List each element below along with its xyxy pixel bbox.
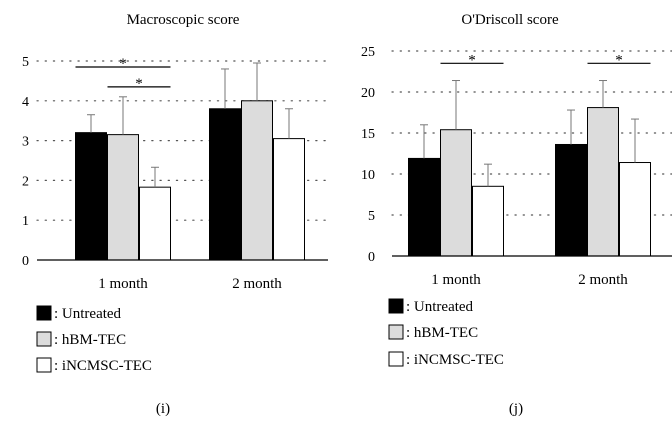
bar [472,185,504,257]
y-tick-label: 0 [368,250,375,265]
x-tick-label: 1 month [431,272,481,288]
legend-marker [388,351,404,367]
legend-marker [388,324,404,340]
bar [139,186,171,261]
chart-title: Macroscopic score [127,12,240,28]
bar [587,107,619,257]
y-tick-label: 25 [361,45,375,60]
chart-title: O'Driscoll score [461,12,559,28]
bar [209,108,241,261]
x-tick-label: 2 month [232,276,282,292]
legend-marker [36,331,52,347]
bar [273,138,305,261]
y-tick-label: 2 [22,174,29,189]
legend-label: : iNCMSC-TEC [406,352,504,368]
y-tick-label: 1 [22,214,29,229]
bar [107,134,139,261]
bar [75,132,107,261]
bar [555,143,587,257]
legend-marker [36,305,52,321]
y-tick-label: 5 [22,55,29,70]
x-tick-label: 1 month [98,276,148,292]
y-tick-label: 15 [361,127,375,142]
y-tick-label: 20 [361,86,375,101]
bar [241,100,273,261]
legend-label: : Untreated [406,299,474,315]
chart-panel-j: O'Driscoll score 0 5 10 15 20 25 * * 1 month 2 mon… [361,12,672,417]
legend-marker [388,298,404,314]
significance-marker: * [135,76,143,92]
legend-marker [36,357,52,373]
x-tick-label: 2 month [578,272,628,288]
legend-label: : iNCMSC-TEC [54,358,152,374]
significance-marker: * [119,56,127,72]
chart-panel-i: Macroscopic score 0 1 2 3 4 5 * * 1 month 2 month:… [22,12,329,417]
legend-label: : Untreated [54,306,122,322]
bar [619,162,651,257]
legend-label: : hBM-TEC [54,332,126,348]
significance-marker: * [468,52,476,68]
panel-label: (i) [156,401,170,417]
y-tick-label: 10 [361,168,375,183]
y-tick-label: 4 [22,95,29,110]
significance-marker: * [615,52,623,68]
bar [440,129,472,257]
panel-label: (j) [509,401,523,417]
legend-label: : hBM-TEC [406,325,478,341]
y-tick-label: 0 [22,254,29,269]
y-tick-label: 3 [22,135,29,150]
bar [408,157,440,257]
y-tick-label: 5 [368,209,375,224]
